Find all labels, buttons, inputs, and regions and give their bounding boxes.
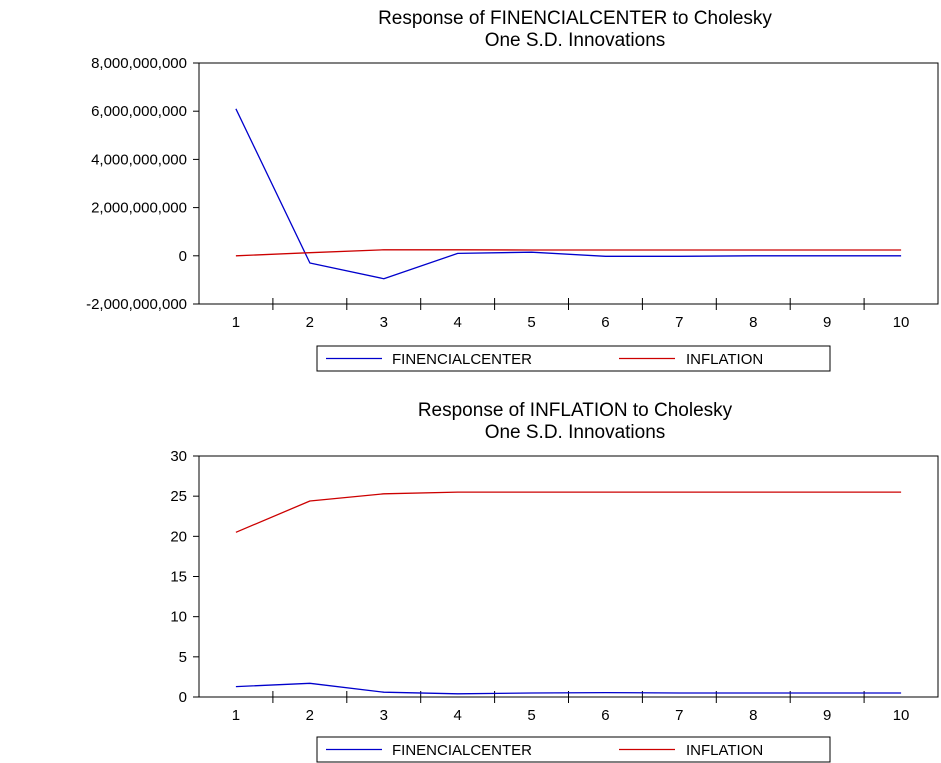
x-tick-label: 5	[527, 314, 535, 331]
chart-title: Response of INFLATION to Cholesky	[418, 400, 733, 421]
chart-title: Response of FINENCIALCENTER to Cholesky	[378, 8, 772, 29]
x-tick-label: 6	[601, 314, 609, 331]
x-axis: 1 2 3 4 5 6 7 8 9 10	[232, 298, 910, 331]
series-line-inflation	[235, 249, 902, 257]
x-tick-label: 3	[380, 314, 388, 331]
x-tick-label: 1	[232, 707, 240, 724]
series-line-inflation	[235, 491, 902, 533]
legend-label-financialcenter: FINENCIALCENTER	[392, 351, 532, 368]
x-tick-label: 2	[306, 314, 314, 331]
x-tick-label: 9	[823, 314, 831, 331]
y-tick-label: 10	[170, 609, 187, 626]
x-tick-label: 2	[306, 707, 314, 724]
chart-financialcenter-response: Response of FINENCIALCENTER to Cholesky …	[86, 8, 939, 372]
chart-subtitle: One S.D. Innovations	[485, 422, 666, 443]
x-tick-label: 10	[893, 707, 910, 724]
x-tick-label: 8	[749, 707, 757, 724]
y-tick-label: -2,000,000,000	[86, 296, 187, 313]
chart-subtitle: One S.D. Innovations	[485, 30, 666, 51]
x-tick-label: 4	[453, 314, 461, 331]
series-line-finencialcenter	[235, 682, 902, 695]
series-group	[235, 491, 902, 695]
x-tick-label: 10	[893, 314, 910, 331]
y-axis: 0 5 10 15 20 25 30	[170, 448, 199, 706]
y-tick-label: 4,000,000,000	[91, 151, 187, 168]
x-tick-label: 4	[453, 707, 461, 724]
legend-box	[316, 345, 831, 372]
legend-label-inflation: INFLATION	[686, 351, 763, 368]
legend: FINENCIALCENTER INFLATION	[316, 345, 831, 372]
y-tick-label: 20	[170, 528, 187, 545]
legend-box	[316, 736, 831, 763]
legend-label-financialcenter: FINENCIALCENTER	[392, 742, 532, 759]
y-tick-label: 0	[179, 248, 187, 265]
y-tick-label: 0	[179, 689, 187, 706]
x-tick-label: 1	[232, 314, 240, 331]
x-tick-label: 7	[675, 314, 683, 331]
series-line-finencialcenter	[235, 108, 902, 280]
x-tick-label: 3	[380, 707, 388, 724]
y-tick-label: 25	[170, 488, 187, 505]
legend: FINENCIALCENTER INFLATION	[316, 736, 831, 763]
chart-inflation-response: Response of INFLATION to Cholesky One S.…	[170, 400, 939, 763]
x-tick-label: 9	[823, 707, 831, 724]
y-tick-label: 15	[170, 569, 187, 586]
x-tick-label: 7	[675, 707, 683, 724]
x-tick-label: 8	[749, 314, 757, 331]
y-tick-label: 30	[170, 448, 187, 465]
x-tick-label: 5	[527, 707, 535, 724]
y-tick-label: 8,000,000,000	[91, 55, 187, 72]
x-axis: 1 2 3 4 5 6 7 8 9 10	[232, 691, 910, 724]
y-tick-label: 5	[179, 649, 187, 666]
y-tick-label: 6,000,000,000	[91, 103, 187, 120]
plot-area	[198, 62, 939, 305]
x-tick-label: 6	[601, 707, 609, 724]
legend-label-inflation: INFLATION	[686, 742, 763, 759]
series-group	[235, 108, 902, 280]
y-tick-label: 2,000,000,000	[91, 200, 187, 217]
y-axis: -2,000,000,000 0 2,000,000,000 4,000,000,00…	[86, 55, 199, 313]
